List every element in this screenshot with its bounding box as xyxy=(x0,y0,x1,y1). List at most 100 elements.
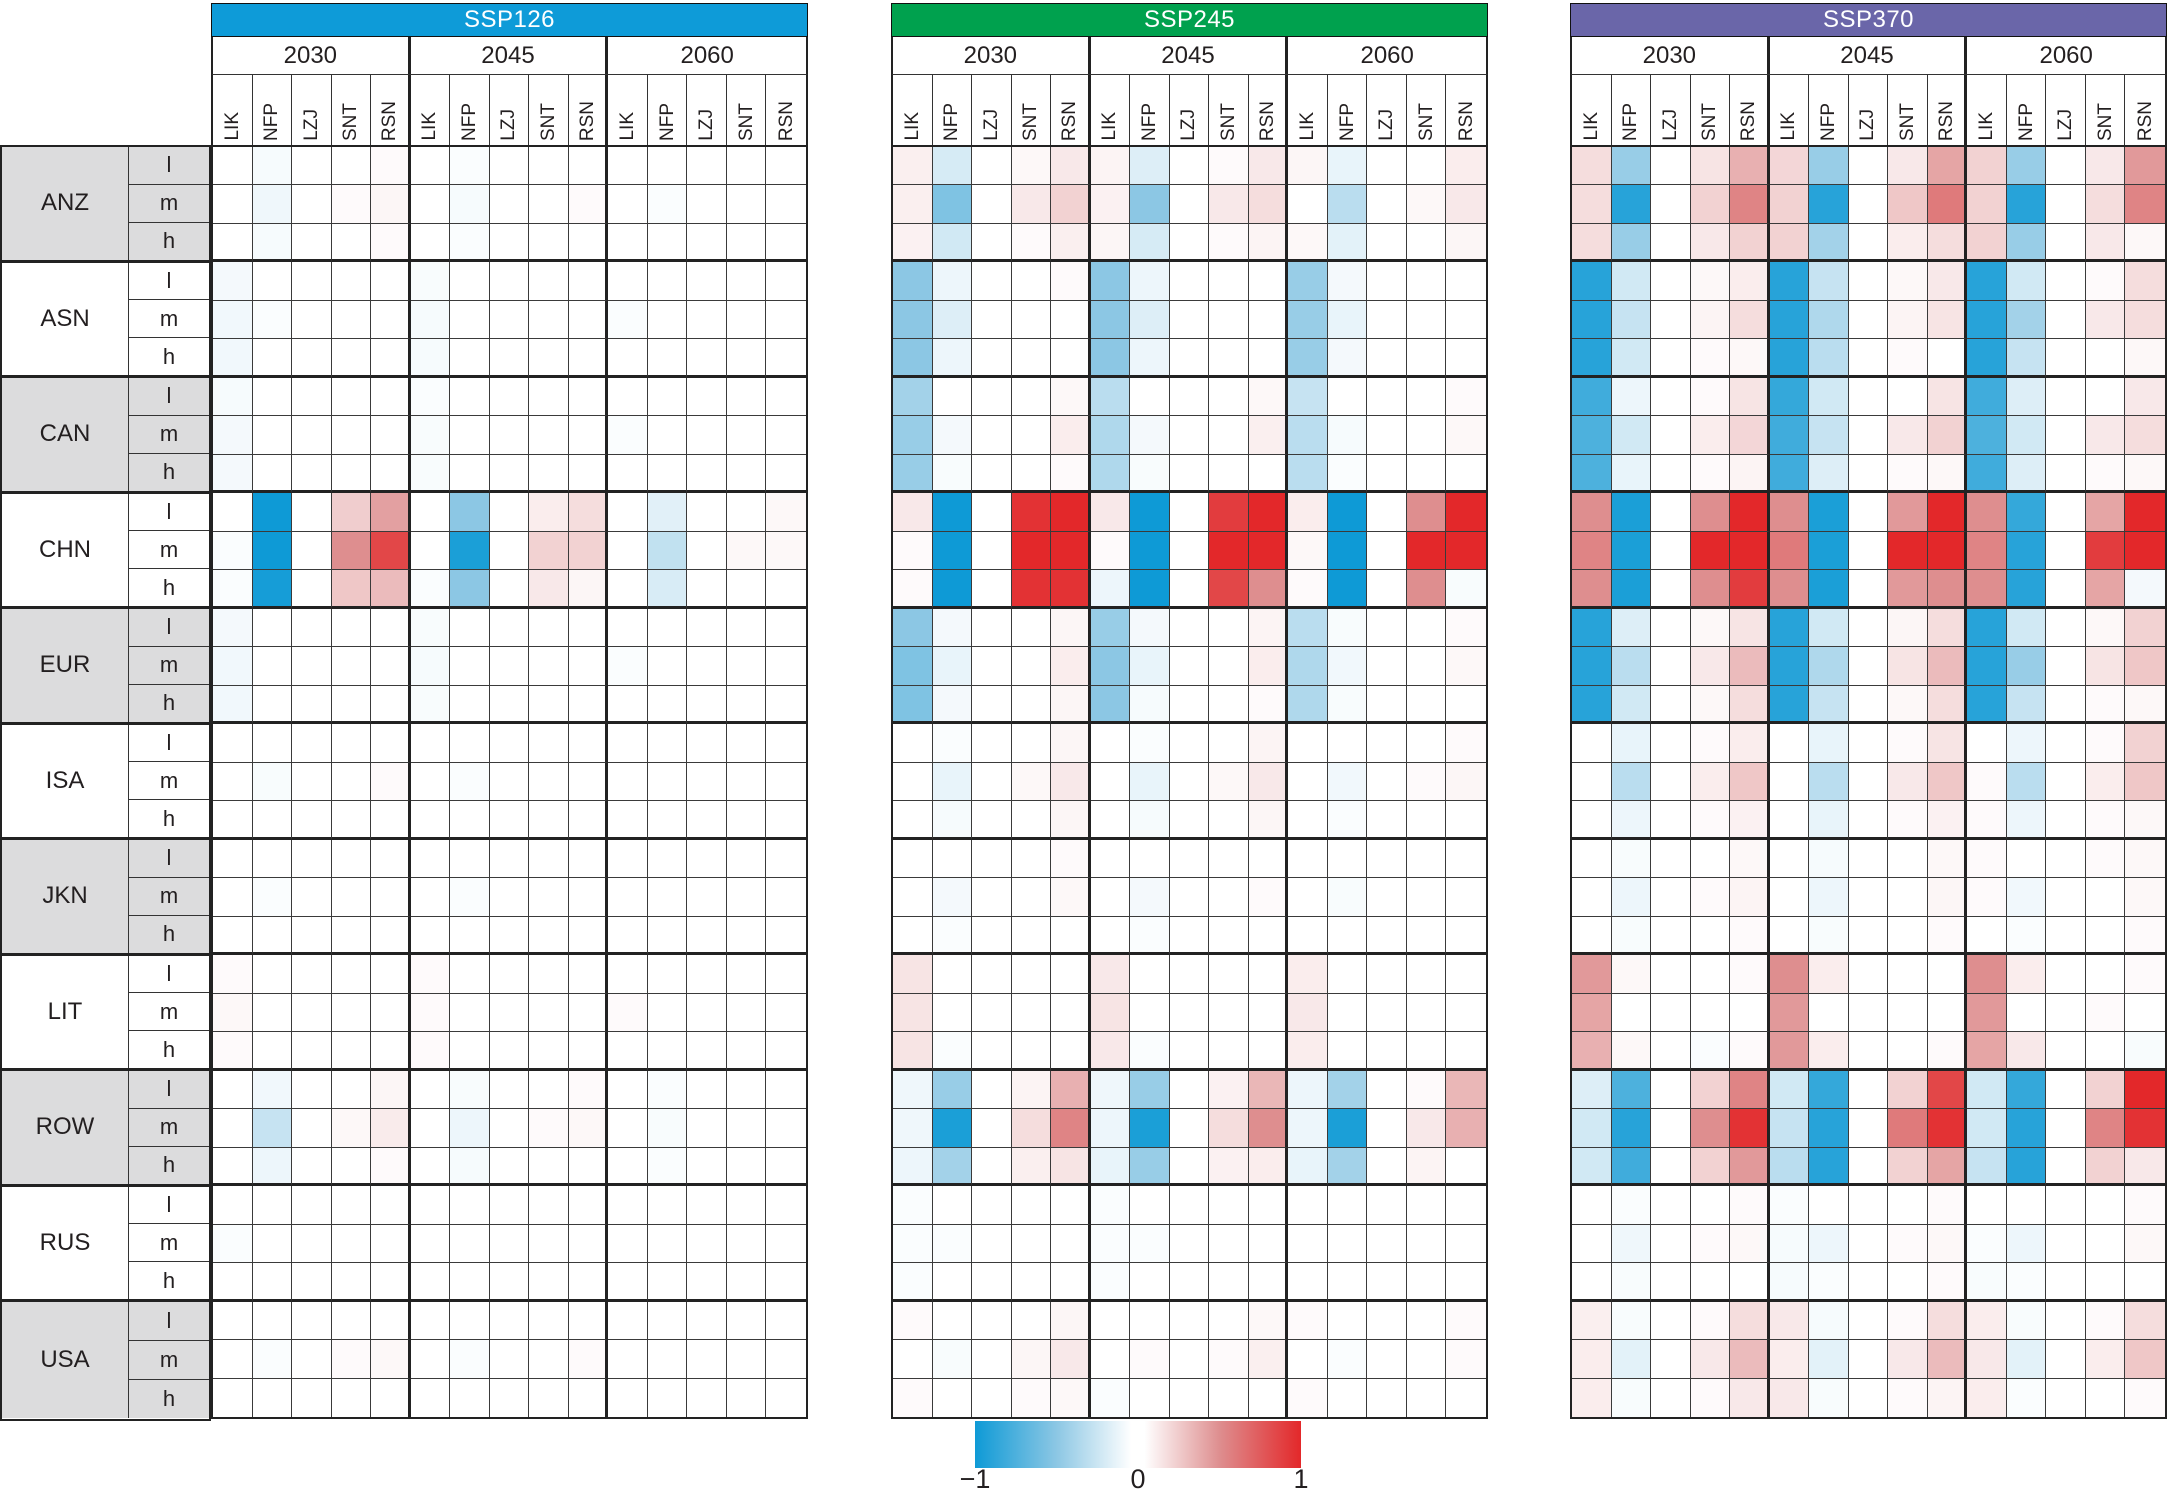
heatmap-cell xyxy=(1090,1301,1131,1341)
heatmap-cell xyxy=(1248,724,1289,763)
heatmap-cell xyxy=(2006,262,2047,301)
heatmap-cell xyxy=(1248,1224,1289,1264)
heatmap-cell xyxy=(1090,262,1131,301)
heatmap-cell xyxy=(647,570,688,609)
region-group: ANZ l m h xyxy=(2,147,209,263)
column-label-cell: RSN xyxy=(371,75,411,145)
heatmap-cell xyxy=(932,570,973,609)
heatmap-cell xyxy=(1690,454,1731,494)
heatmap-cell xyxy=(647,839,688,879)
heatmap-cell xyxy=(2085,916,2126,956)
heatmap-cell xyxy=(1367,1109,1407,1148)
heatmap-cell xyxy=(1927,762,1968,802)
heatmap-cell xyxy=(529,416,569,455)
heatmap-cell xyxy=(1248,1070,1289,1110)
heatmap-cell xyxy=(1809,724,1849,763)
heatmap-cell xyxy=(726,570,767,609)
heatmap-cell xyxy=(1169,762,1210,802)
heatmap-cell xyxy=(1927,1147,1968,1187)
heatmap-cell xyxy=(1848,608,1889,648)
heatmap-cell xyxy=(1611,531,1652,571)
column-label: RSN xyxy=(1058,100,1080,141)
heatmap-cell xyxy=(1209,147,1249,186)
heatmap-cell xyxy=(1130,223,1170,263)
heatmap-cell xyxy=(1367,531,1407,571)
heatmap-cell xyxy=(1967,955,2007,994)
heatmap-cell xyxy=(292,1378,332,1417)
column-label: LZJ xyxy=(1178,109,1200,141)
heatmap-cell xyxy=(1248,1186,1289,1225)
heatmap-cell xyxy=(726,685,767,725)
heatmap-cell xyxy=(252,1147,293,1187)
heatmap-cell xyxy=(932,1378,973,1417)
heatmap-cell xyxy=(1848,339,1889,378)
heatmap-cell xyxy=(687,377,727,417)
heatmap-cell xyxy=(766,993,806,1033)
heatmap-cell xyxy=(1406,916,1447,956)
column-label-cell: LIK xyxy=(1091,75,1131,145)
heatmap-cell xyxy=(1446,724,1486,763)
heatmap-cell xyxy=(450,223,490,263)
heatmap-cell xyxy=(568,1224,609,1264)
heatmap-cell xyxy=(1248,416,1289,455)
heatmap-cell xyxy=(213,570,253,609)
heatmap-cell xyxy=(1288,1301,1328,1341)
heatmap-cell xyxy=(1367,1224,1407,1264)
heatmap-cell xyxy=(1090,416,1131,455)
heatmap-cell xyxy=(1611,724,1652,763)
heatmap-cell xyxy=(1288,1109,1328,1148)
heatmap-cell xyxy=(1651,1109,1691,1148)
heatmap-cell xyxy=(1209,531,1249,571)
year-label: 2060 xyxy=(1360,41,1414,69)
heatmap-cell xyxy=(1809,955,1849,994)
heatmap-cell xyxy=(1888,1340,1928,1379)
heatmap-cell xyxy=(1367,839,1407,879)
heatmap-cell xyxy=(2046,993,2086,1033)
heatmap-cell xyxy=(213,1301,253,1341)
heatmap-cell xyxy=(1327,1301,1368,1341)
heatmap-cell xyxy=(568,608,609,648)
heatmap-cell xyxy=(2046,1109,2086,1148)
heatmap-cell xyxy=(726,1340,767,1379)
heatmap-cell xyxy=(608,1070,648,1110)
heatmap-cell xyxy=(489,531,530,571)
heatmap-cell xyxy=(1090,223,1131,263)
heatmap-cell xyxy=(1051,724,1091,763)
heatmap-cell xyxy=(252,147,293,186)
heatmap-cell xyxy=(529,1109,569,1148)
heatmap-cell xyxy=(1651,300,1691,340)
heatmap-cell xyxy=(972,1032,1012,1071)
heatmap-cell xyxy=(766,1147,806,1187)
heatmap-cell xyxy=(252,493,293,532)
heatmap-cell xyxy=(2085,570,2126,609)
heatmap-cell xyxy=(2085,608,2126,648)
heatmap-cell xyxy=(1209,1147,1249,1187)
heatmap-cell xyxy=(1446,1378,1486,1417)
heatmap-cell xyxy=(1690,570,1731,609)
heatmap-cell xyxy=(1651,839,1691,879)
heatmap-cell xyxy=(1288,1186,1328,1225)
heatmap-cell xyxy=(1288,185,1328,224)
heatmap-cell xyxy=(1367,377,1407,417)
heatmap-cell xyxy=(972,1301,1012,1341)
heatmap-cell xyxy=(371,1109,411,1148)
heatmap-cell xyxy=(1927,223,1968,263)
heatmap-cell xyxy=(2006,416,2047,455)
heatmap-cell xyxy=(2046,1070,2086,1110)
heatmap-cell xyxy=(972,724,1012,763)
heatmap-cell xyxy=(2046,1340,2086,1379)
heatmap-cell xyxy=(1888,262,1928,301)
heatmap-cell xyxy=(1130,608,1170,648)
heatmap-cell xyxy=(529,608,569,648)
heatmap-cell xyxy=(1572,493,1612,532)
heatmap-cell xyxy=(1248,762,1289,802)
heatmap-cell xyxy=(1848,531,1889,571)
heatmap-cell xyxy=(1809,377,1849,417)
heatmap-cell xyxy=(2125,878,2165,917)
heatmap-cell xyxy=(1288,1070,1328,1110)
heatmap-cell xyxy=(450,993,490,1033)
heatmap-cell xyxy=(568,647,609,686)
heatmap-cell xyxy=(932,531,973,571)
heatmap-cell xyxy=(331,608,372,648)
